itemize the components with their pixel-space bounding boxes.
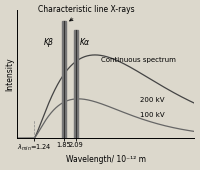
Text: Kβ: Kβ	[43, 38, 53, 47]
Text: 100 kV: 100 kV	[140, 113, 165, 118]
Text: Continuous spectrum: Continuous spectrum	[101, 57, 176, 63]
Polygon shape	[74, 30, 78, 138]
Polygon shape	[62, 21, 66, 138]
X-axis label: Wavelength/ 10⁻¹² m: Wavelength/ 10⁻¹² m	[66, 155, 146, 164]
Text: Characteristic line X-rays: Characteristic line X-rays	[38, 5, 135, 21]
Y-axis label: Intensity: Intensity	[6, 57, 15, 91]
Text: Kα: Kα	[80, 38, 90, 47]
Text: 200 kV: 200 kV	[140, 97, 165, 103]
